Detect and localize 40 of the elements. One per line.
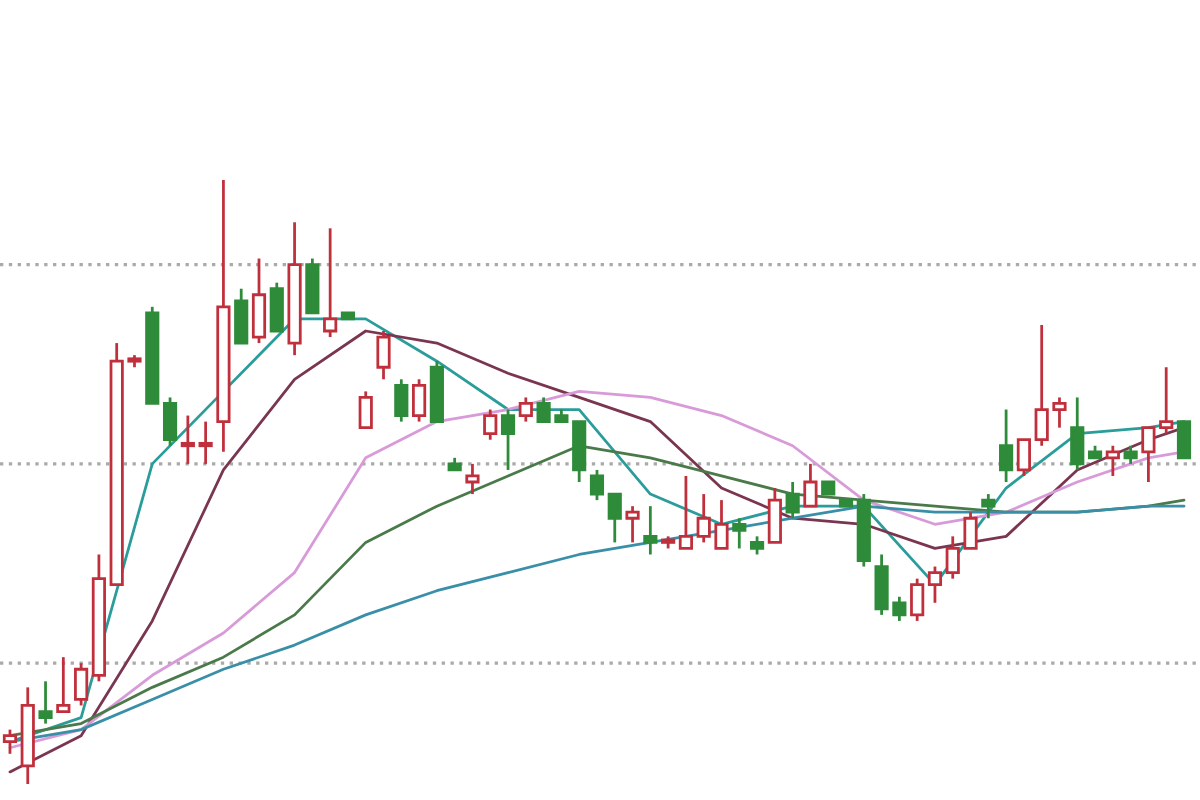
candlestick (358, 390, 373, 430)
candlestick (2, 728, 18, 756)
candlestick (589, 468, 605, 502)
candlestick (74, 661, 89, 707)
candlestick (198, 420, 213, 466)
candlestick (518, 396, 533, 423)
candlestick (803, 462, 818, 508)
candlestick (749, 534, 765, 556)
candlestick (394, 377, 409, 423)
candlestick (56, 655, 71, 713)
candlestick (910, 577, 925, 623)
candlestick (678, 474, 693, 550)
candlestick (180, 414, 195, 466)
candlestick (251, 257, 267, 345)
candlestick (376, 329, 391, 381)
candlestick (500, 408, 516, 472)
candlestick (1141, 426, 1156, 484)
candlestick (1016, 438, 1031, 478)
candlestick (412, 377, 427, 423)
candlestick (483, 408, 498, 442)
candlestick (981, 492, 996, 520)
candlestick (465, 462, 480, 496)
candlestick (323, 226, 338, 339)
candlestick (1105, 444, 1120, 478)
candlestick (1070, 396, 1085, 472)
candlestick (162, 396, 178, 448)
candlestick (1159, 365, 1174, 436)
candlestick (269, 281, 284, 333)
candlestick (234, 287, 249, 345)
candlestick (625, 504, 640, 544)
candlestick (1176, 420, 1192, 460)
candlestick (38, 679, 53, 725)
candlestick (999, 408, 1014, 484)
candlestick (767, 486, 782, 544)
candlestick (927, 565, 943, 605)
candlestick (1123, 444, 1138, 466)
candlestick (732, 516, 747, 550)
candlestick (785, 480, 800, 520)
candlestick (607, 492, 622, 544)
candlestick (643, 504, 658, 556)
